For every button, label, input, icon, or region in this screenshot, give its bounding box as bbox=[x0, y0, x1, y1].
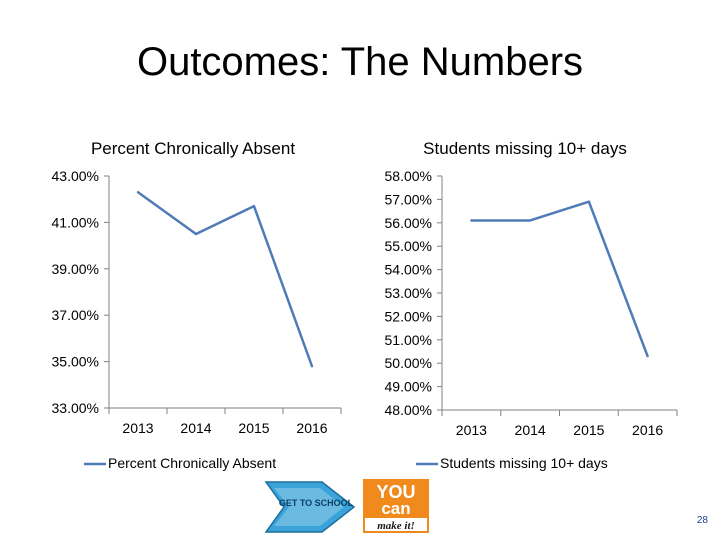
x-tick-label: 2013 bbox=[456, 422, 487, 438]
x-tick-label: 2014 bbox=[180, 420, 211, 436]
y-tick-label: 54.00% bbox=[385, 262, 432, 278]
y-tick-label: 50.00% bbox=[385, 355, 432, 371]
data-point bbox=[646, 354, 649, 358]
y-tick-label: 56.00% bbox=[385, 215, 432, 231]
y-tick-label: 55.00% bbox=[385, 238, 432, 254]
logo-you-text: YOU bbox=[376, 482, 415, 502]
data-point bbox=[252, 204, 256, 208]
x-tick-label: 2016 bbox=[632, 422, 663, 438]
data-point bbox=[310, 365, 314, 368]
get-to-school-logo-text: GET TO SCHOOL bbox=[279, 498, 354, 508]
chart-title: Percent Chronically Absent bbox=[91, 139, 295, 158]
y-tick-label: 48.00% bbox=[385, 402, 432, 418]
y-tick-label: 49.00% bbox=[385, 379, 432, 395]
get-to-school-logo: GET TO SCHOOL bbox=[264, 481, 356, 533]
y-tick-label: 43.00% bbox=[52, 168, 99, 184]
y-tick-label: 37.00% bbox=[52, 307, 99, 323]
x-tick-label: 2015 bbox=[573, 422, 604, 438]
y-tick-label: 52.00% bbox=[385, 308, 432, 324]
data-point bbox=[136, 191, 140, 194]
y-tick-label: 41.00% bbox=[52, 214, 99, 230]
data-point bbox=[194, 232, 198, 236]
y-tick-label: 39.00% bbox=[52, 261, 99, 277]
page-number: 28 bbox=[696, 515, 708, 526]
x-tick-label: 2014 bbox=[515, 422, 546, 438]
y-tick-label: 57.00% bbox=[385, 191, 432, 207]
data-point bbox=[587, 200, 591, 203]
you-can-make-it-logo: YOU can make it! bbox=[363, 479, 429, 533]
y-tick-label: 51.00% bbox=[385, 332, 432, 348]
x-tick-label: 2016 bbox=[296, 420, 327, 436]
legend-label: Percent Chronically Absent bbox=[108, 455, 276, 471]
logo-make-it-text: make it! bbox=[377, 520, 415, 532]
legend-label: Students missing 10+ days bbox=[440, 455, 608, 471]
data-point bbox=[470, 219, 473, 222]
chart-title: Students missing 10+ days bbox=[423, 139, 627, 158]
series-line bbox=[471, 200, 649, 357]
logo-can-text: can bbox=[381, 499, 410, 518]
y-tick-label: 58.00% bbox=[385, 168, 432, 184]
series-line bbox=[137, 191, 314, 367]
slide-title: Outcomes: The Numbers bbox=[136, 40, 584, 84]
y-tick-label: 35.00% bbox=[52, 354, 99, 370]
y-tick-label: 33.00% bbox=[52, 400, 99, 416]
y-tick-label: 53.00% bbox=[385, 285, 432, 301]
x-tick-label: 2013 bbox=[122, 420, 153, 436]
data-point bbox=[528, 219, 532, 222]
x-tick-label: 2015 bbox=[238, 420, 269, 436]
